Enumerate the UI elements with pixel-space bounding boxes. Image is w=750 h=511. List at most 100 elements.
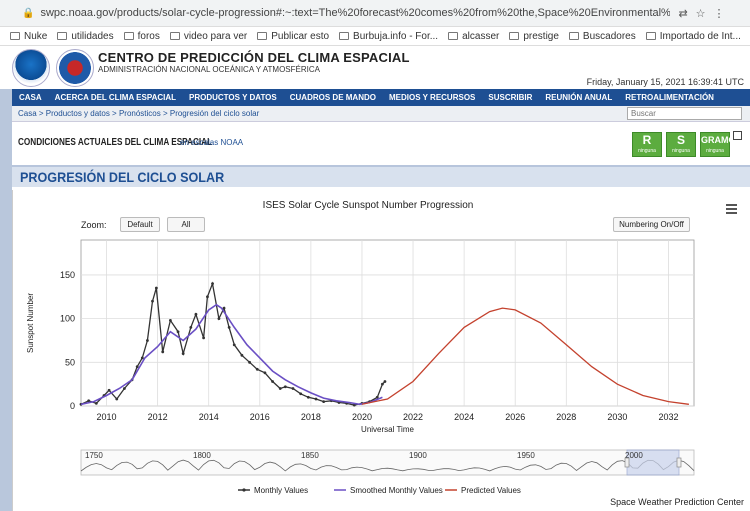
section-header: PROGRESIÓN DEL CICLO SOLAR <box>12 165 750 187</box>
folder-icon <box>123 32 134 40</box>
nav-item-cuadros[interactable]: CUADROS DE MANDO <box>289 93 376 102</box>
chart-series <box>79 281 689 407</box>
bookmark-item[interactable]: prestige <box>509 31 559 42</box>
nws-logo[interactable] <box>56 49 94 87</box>
bookmark-item[interactable]: Importado de Int... <box>645 31 741 42</box>
current-conditions: CONDICIONES ACTUALES DEL CLIMA ESPACIAL … <box>12 126 750 160</box>
y-tick-label: 150 <box>60 270 75 280</box>
monthly-point <box>352 403 356 407</box>
navigator-selection <box>626 449 680 476</box>
nav-item-suscribir[interactable]: SUSCRIBIR <box>488 93 533 102</box>
nav-item-reunion[interactable]: REUNIÓN ANUAL <box>545 93 613 102</box>
page-title: PROGRESIÓN DEL CICLO SOLAR <box>20 169 225 185</box>
bookmark-item[interactable]: Publicar esto <box>257 31 329 42</box>
monthly-point <box>240 353 244 357</box>
monthly-point <box>202 336 206 340</box>
bookmark-item[interactable]: foros <box>123 31 160 42</box>
x-tick-label: 2022 <box>403 412 423 422</box>
nav-item-acerca[interactable]: ACERCA DEL CLIMA ESPACIAL <box>54 93 177 102</box>
bookmark-item[interactable]: utilidades <box>57 31 114 42</box>
expand-icon[interactable] <box>733 131 742 140</box>
folder-icon <box>568 32 579 40</box>
monthly-point <box>151 299 154 303</box>
monthly-point <box>314 397 318 401</box>
navigator-year-label: 1750 <box>85 451 103 460</box>
numbering-toggle-button[interactable]: Numbering On/Off <box>613 217 690 232</box>
nav-item-productos[interactable]: PRODUCTOS Y DATOS <box>189 93 277 102</box>
nav-item-retro[interactable]: RETROALIMENTACIÓN <box>625 93 714 102</box>
monthly-point <box>161 350 165 354</box>
monthly-point <box>181 352 185 355</box>
legend-label: Monthly Values <box>254 486 308 495</box>
monthly-point <box>380 382 384 386</box>
nav-item-casa[interactable]: CASA <box>19 93 42 102</box>
translate-icon[interactable]: ⇄ <box>678 7 688 20</box>
monthly-point <box>146 339 149 342</box>
y-tick-label: 100 <box>60 314 75 324</box>
monthly-point <box>222 306 226 310</box>
url-text[interactable]: swpc.noaa.gov/products/solar-cycle-progr… <box>40 7 671 19</box>
monthly-point <box>123 387 126 390</box>
folder-icon <box>645 32 656 40</box>
star-icon[interactable]: ☆ <box>695 7 706 20</box>
x-tick-label: 2030 <box>607 412 627 422</box>
monthly-point <box>87 399 91 403</box>
navigator-year-label: 1850 <box>301 451 319 460</box>
monthly-point <box>176 330 180 334</box>
current-datetime: Friday, January 15, 2021 16:39:41 UTC <box>586 77 744 87</box>
bookmark-item[interactable]: Burbuja.info - For... <box>339 31 438 42</box>
navigator-year-label: 1900 <box>409 451 427 460</box>
noaa-logo[interactable] <box>12 49 50 87</box>
monthly-point <box>291 387 295 390</box>
monthly-point <box>306 395 310 399</box>
chart-grid <box>80 239 695 407</box>
navigator-handle-right <box>676 457 682 468</box>
monthly-point <box>135 365 139 369</box>
x-tick-label: 2018 <box>301 412 321 422</box>
monthly-point <box>271 380 274 383</box>
site-subtitle: ADMINISTRACIÓN NACIONAL OCEÁNICA Y ATMOS… <box>98 65 320 74</box>
monthly-point <box>206 295 209 299</box>
monthly-point <box>248 360 251 364</box>
zoom-label: Zoom: <box>81 220 107 230</box>
monthly-point <box>299 392 303 396</box>
bookmarks-bar: Nuke utilidades foros video para ver Pub… <box>0 27 750 46</box>
nav-item-medios[interactable]: MEDIOS Y RECURSOS <box>388 93 476 102</box>
zoom-all-button[interactable]: All <box>167 217 205 232</box>
x-tick-label: 2014 <box>199 412 219 422</box>
legend-label: Smoothed Monthly Values <box>350 486 443 495</box>
lock-icon: 🔒 <box>22 7 35 19</box>
scale-g-badge[interactable]: GRAMO ninguna <box>700 132 736 157</box>
monthly-point <box>189 325 193 329</box>
extensions-icon[interactable]: ⋮ <box>713 7 725 20</box>
bookmark-item[interactable]: Nuke <box>10 31 47 42</box>
monthly-point <box>255 367 259 371</box>
search-input[interactable] <box>627 107 742 120</box>
chart-navigator[interactable]: 1750 1800 1850 1900 1950 2000 <box>80 449 695 476</box>
series-line-2 <box>361 307 689 405</box>
hamburger-icon[interactable] <box>726 204 737 214</box>
y-axis-label: Sunspot Number <box>26 293 35 353</box>
monthly-point <box>107 388 111 392</box>
breadcrumb[interactable]: Casa > Productos y datos > Pronósticos >… <box>18 109 260 118</box>
sunspot-chart[interactable]: ISES Solar Cycle Sunspot Number Progress… <box>13 190 750 511</box>
noaa-scales-link[interactable]: en escalas NOAA <box>180 138 244 147</box>
navigator-year-label: 2000 <box>625 451 643 460</box>
folder-icon <box>509 32 520 40</box>
bookmark-item[interactable]: video para ver <box>169 31 247 42</box>
x-tick-label: 2026 <box>505 412 525 422</box>
zoom-default-button[interactable]: Default <box>120 217 160 232</box>
bookmark-item[interactable]: alcasser <box>448 31 499 42</box>
monthly-point <box>383 380 387 383</box>
conditions-title: CONDICIONES ACTUALES DEL CLIMA ESPACIAL <box>18 137 213 148</box>
legend-marker <box>242 488 246 492</box>
bookmark-item[interactable]: Buscadores <box>568 31 636 42</box>
chart-title: ISES Solar Cycle Sunspot Number Progress… <box>263 200 474 211</box>
monthly-point <box>154 286 158 290</box>
folder-icon <box>169 32 180 40</box>
browser-address-bar[interactable]: 🔒 swpc.noaa.gov/products/solar-cycle-pro… <box>0 0 750 27</box>
folder-icon <box>339 32 350 40</box>
x-tick-label: 2032 <box>658 412 678 422</box>
